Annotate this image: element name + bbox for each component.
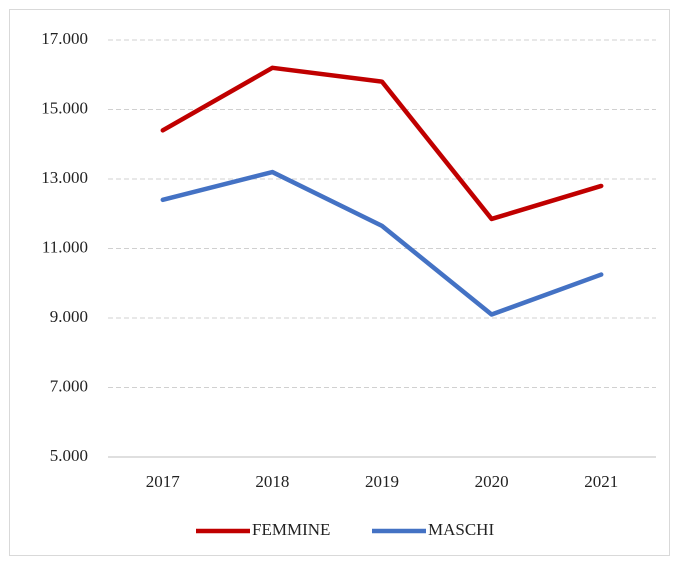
y-tick-label: 7.000 [50,376,88,395]
y-tick-label: 15.000 [41,98,88,117]
x-tick-label: 2020 [475,472,509,491]
legend-label: FEMMINE [252,520,330,539]
series-line [160,65,604,222]
x-tick-label: 2018 [255,472,289,491]
series-line [160,169,604,317]
legend-label: MASCHI [428,520,494,539]
y-tick-label: 13.000 [41,168,88,187]
y-tick-label: 11.000 [42,237,88,256]
x-tick-label: 2019 [365,472,399,491]
chart-border [9,9,670,556]
x-tick-label: 2021 [584,472,618,491]
y-tick-label: 5.000 [50,446,88,465]
x-tick-label: 2017 [146,472,181,491]
y-tick-label: 17.000 [41,29,88,48]
y-tick-label: 9.000 [50,307,88,326]
